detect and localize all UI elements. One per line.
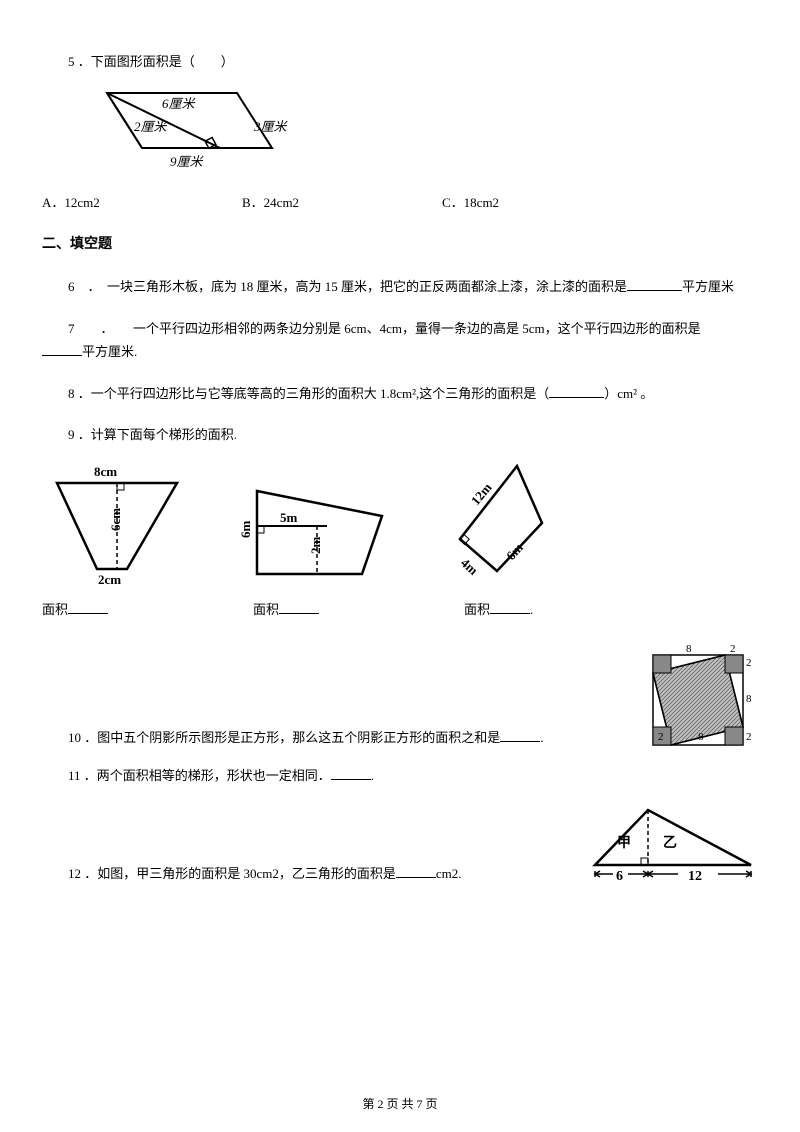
q5-label-6: 6厘米 <box>162 96 197 111</box>
q9-fig1-bottom: 2cm <box>98 572 121 586</box>
q10-figure: 8 2 2 8 2 2 8 <box>638 640 758 750</box>
q9-fig1-height: 6cm <box>108 508 123 531</box>
question-8: 8 ．一个平行四边形比与它等底等高的三角形的面积大 1.8cm²,这个三角形的面… <box>42 382 758 405</box>
q12-figure: 甲 乙 6 12 <box>583 805 758 885</box>
q9-fig1: 8cm 6cm 2cm <box>42 461 192 586</box>
q10-l-2a: 2 <box>730 643 736 655</box>
q9-fig2: 6m 5m 2m <box>232 476 392 586</box>
q9-fig3-l2: 4m <box>458 555 481 578</box>
q5-label-2: 2厘米 <box>134 119 169 134</box>
q11-text: 11 ．两个面积相等的梯形，形状也一定相同． <box>68 768 331 783</box>
q5-figure: 6厘米 2厘米 3厘米 9厘米 <box>72 83 758 180</box>
q9-blank3[interactable] <box>490 601 530 614</box>
q7-text: 7 ． 一个平行四边形相邻的两条边分别是 6cm、4cm，量得一条边的高是 5c… <box>68 321 701 336</box>
question-5: 5 ．下面图形面积是（ ） 6厘米 2厘米 3厘米 9厘米 A．12cm2 B．… <box>42 50 758 214</box>
question-11: 11 ．两个面积相等的梯形，形状也一定相同．. <box>42 764 758 787</box>
q5-label-9: 9厘米 <box>170 154 205 169</box>
q9-text: 9 ．计算下面每个梯形的面积. <box>42 423 758 446</box>
q8-unit: ）cm² 。 <box>604 386 653 401</box>
q10-blank[interactable] <box>500 729 540 742</box>
q7-unit: 平方厘米. <box>82 344 137 359</box>
q5-text: 5 ．下面图形面积是（ ） <box>42 50 758 73</box>
q10-l-8b: 8 <box>746 693 752 705</box>
q9-area-labels: 面积 面积 面积. <box>42 598 758 621</box>
q12-blank[interactable] <box>396 865 436 878</box>
q12-yi: 乙 <box>663 835 677 851</box>
q10-l-8a: 8 <box>686 643 692 655</box>
question-6: 6 ． 一块三角形木板，底为 18 厘米，高为 15 厘米，把它的正反两面都涂上… <box>42 275 758 298</box>
q5-option-a[interactable]: A．12cm2 <box>42 191 242 214</box>
q9-blank2[interactable] <box>279 601 319 614</box>
q9-area2: 面积 <box>253 602 279 617</box>
q9-fig1-top: 8cm <box>94 464 117 479</box>
section-fill-blank: 二、填空题 <box>42 232 758 257</box>
q5-option-c[interactable]: C．18cm2 <box>442 191 642 214</box>
q9-area3: 面积 <box>464 602 490 617</box>
q6-text: 6 ． 一块三角形木板，底为 18 厘米，高为 15 厘米，把它的正反两面都涂上… <box>68 279 627 294</box>
q11-blank[interactable] <box>331 767 371 780</box>
q6-blank[interactable] <box>627 278 682 291</box>
q12-unit: cm2. <box>436 866 462 881</box>
question-12: 12 ．如图，甲三角形的面积是 30cm2，乙三角形的面积是 cm2. 甲 乙 6… <box>42 805 758 885</box>
q6-unit: 平方厘米 <box>682 279 734 294</box>
q12-jia: 甲 <box>617 835 631 851</box>
q10-l-2d: 2 <box>658 731 664 743</box>
question-10: 10 ．图中五个阴影所示图形是正方形，那么这五个阴影正方形的面积之和是. 8 2… <box>42 640 758 750</box>
page-footer: 第 2 页 共 7 页 <box>0 1094 800 1116</box>
q9-figures: 8cm 6cm 2cm 6m 5m 2m 12m 4m 6m <box>42 461 758 586</box>
q9-fig2-inner: 5m <box>280 510 298 525</box>
q8-blank[interactable] <box>549 385 604 398</box>
q5-options: A．12cm2 B．24cm2 C．18cm2 <box>42 191 758 214</box>
q12-text: 12 ．如图，甲三角形的面积是 30cm2，乙三角形的面积是 <box>68 866 396 881</box>
q10-l-2c: 2 <box>746 731 752 743</box>
q12-l1: 6 <box>616 869 623 884</box>
q10-l-2b: 2 <box>746 657 752 669</box>
q9-blank1[interactable] <box>68 601 108 614</box>
q10-l-8c: 8 <box>698 731 704 743</box>
q9-area1: 面积 <box>42 602 68 617</box>
q9-fig3: 12m 4m 6m <box>432 461 562 586</box>
q7-blank[interactable] <box>42 343 82 356</box>
q9-fig2-right: 2m <box>308 537 323 555</box>
q10-text: 10 ．图中五个阴影所示图形是正方形，那么这五个阴影正方形的面积之和是 <box>68 730 500 745</box>
q9-fig3-l1: 12m <box>468 480 495 508</box>
q9-fig2-side: 6m <box>238 521 253 539</box>
q5-label-3: 3厘米 <box>253 119 289 134</box>
q5-option-b[interactable]: B．24cm2 <box>242 191 442 214</box>
q12-l2: 12 <box>688 869 702 884</box>
question-7: 7 ． 一个平行四边形相邻的两条边分别是 6cm、4cm，量得一条边的高是 5c… <box>42 317 758 364</box>
q8-text: 8 ．一个平行四边形比与它等底等高的三角形的面积大 1.8cm²,这个三角形的面… <box>68 386 549 401</box>
question-9: 9 ．计算下面每个梯形的面积. 8cm 6cm 2cm 6m 5m 2m 12m… <box>42 423 758 622</box>
